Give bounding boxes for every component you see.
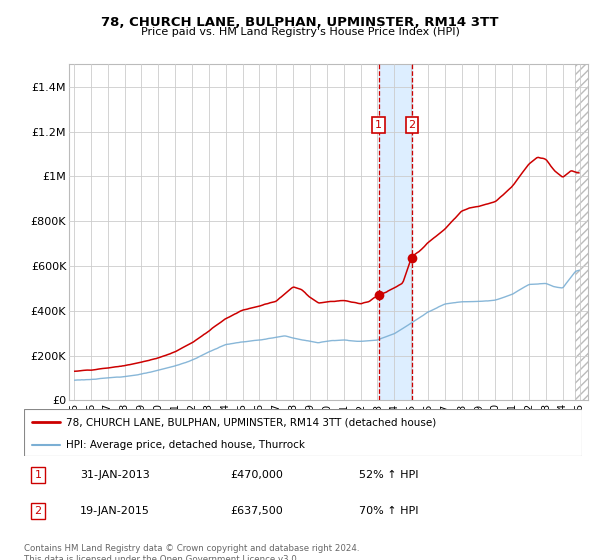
Text: 2: 2 xyxy=(409,120,415,130)
Text: 78, CHURCH LANE, BULPHAN, UPMINSTER, RM14 3TT (detached house): 78, CHURCH LANE, BULPHAN, UPMINSTER, RM1… xyxy=(66,417,436,427)
Text: £470,000: £470,000 xyxy=(230,470,283,480)
Text: Price paid vs. HM Land Registry's House Price Index (HPI): Price paid vs. HM Land Registry's House … xyxy=(140,27,460,37)
Text: 78, CHURCH LANE, BULPHAN, UPMINSTER, RM14 3TT: 78, CHURCH LANE, BULPHAN, UPMINSTER, RM1… xyxy=(101,16,499,29)
Text: 70% ↑ HPI: 70% ↑ HPI xyxy=(359,506,418,516)
Text: £637,500: £637,500 xyxy=(230,506,283,516)
Text: Contains HM Land Registry data © Crown copyright and database right 2024.
This d: Contains HM Land Registry data © Crown c… xyxy=(24,544,359,560)
Text: 52% ↑ HPI: 52% ↑ HPI xyxy=(359,470,418,480)
Text: 1: 1 xyxy=(34,470,41,480)
Text: 31-JAN-2013: 31-JAN-2013 xyxy=(80,470,149,480)
Bar xyxy=(575,64,588,400)
Bar xyxy=(379,64,412,400)
Text: HPI: Average price, detached house, Thurrock: HPI: Average price, detached house, Thur… xyxy=(66,440,305,450)
Text: 1: 1 xyxy=(375,120,382,130)
Text: 19-JAN-2015: 19-JAN-2015 xyxy=(80,506,149,516)
Text: 2: 2 xyxy=(34,506,41,516)
